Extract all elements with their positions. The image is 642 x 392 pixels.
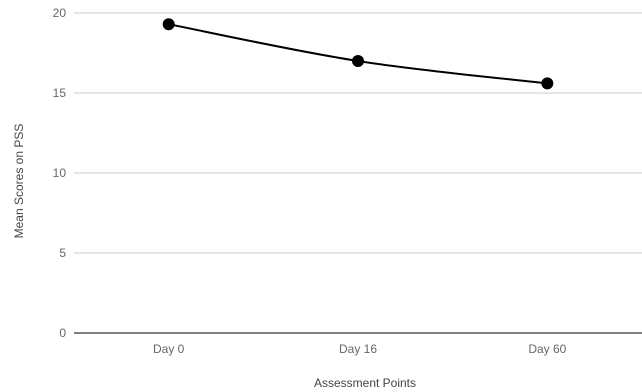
y-axis-title: Mean Scores on PSS: [12, 124, 26, 239]
y-tick-label: 20: [53, 6, 67, 20]
series-line: [168, 23, 548, 85]
y-axis-tick-labels: 0 5 10 15 20: [53, 6, 67, 340]
data-series: [162, 18, 554, 90]
data-point-day-16: [352, 55, 364, 67]
x-tick-label: Day 0: [153, 342, 185, 356]
x-axis-title: Assessment Points: [314, 376, 416, 390]
y-tick-label: 5: [59, 246, 66, 260]
y-tick-label: 15: [53, 86, 67, 100]
data-point-day-0: [162, 18, 175, 31]
y-tick-label: 0: [59, 326, 66, 340]
x-axis-tick-labels: Day 0 Day 16 Day 60: [153, 342, 567, 356]
x-tick-label: Day 16: [339, 342, 377, 356]
x-tick-label: Day 60: [528, 342, 566, 356]
y-tick-label: 10: [53, 166, 67, 180]
data-point-day-60: [541, 77, 554, 90]
gridlines: [74, 12, 642, 334]
